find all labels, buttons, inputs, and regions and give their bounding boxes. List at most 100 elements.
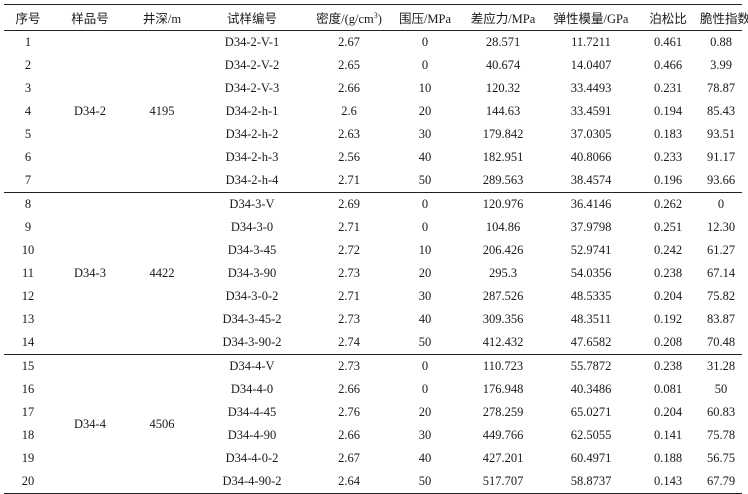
depth-cell: 4506	[128, 354, 196, 494]
header-sample: 样品号	[52, 4, 128, 31]
density-cell: 2.71	[338, 220, 360, 234]
header-index: 序号	[4, 4, 52, 31]
table-row: 5 D34-2-h-2 2.63 30 179.842 37.0305 0.183 93.51	[4, 123, 742, 146]
poisson-ratio-cell: 0.183	[653, 127, 683, 141]
density-cell: 2.71	[308, 169, 390, 193]
specimen-id-cell: D34-4-90	[227, 428, 277, 442]
differential-stress-cell: 412.432	[460, 331, 546, 355]
elastic-modulus-cell: 52.9741	[570, 243, 612, 257]
elastic-modulus-cell: 48.5335	[570, 289, 612, 303]
poisson-ratio-cell: 0.204	[653, 405, 683, 419]
differential-stress-cell: 40.674	[485, 58, 521, 72]
poisson-ratio-cell: 0.208	[636, 331, 700, 355]
sample-cell: D34-2	[52, 30, 128, 193]
specimen-id-cell: D34-2-V-3	[224, 81, 280, 95]
specimen-id-cell: D34-4-45	[227, 405, 277, 419]
differential-stress-cell: 295.3	[488, 266, 518, 280]
elastic-modulus-cell: 55.7872	[570, 359, 612, 373]
specimen-id-cell: D34-4-V	[229, 359, 275, 373]
specimen-id-cell: D34-4-0-2	[225, 451, 279, 465]
table-row: 20 D34-4-90-2 2.64 50 517.707 58.8737 0.143 67.…	[4, 470, 742, 494]
elastic-modulus-cell: 14.0407	[570, 58, 612, 72]
confining-pressure-cell: 0	[421, 197, 429, 211]
specimen-id-cell: D34-4-90-2	[196, 470, 308, 494]
elastic-modulus-cell: 37.0305	[570, 127, 612, 141]
brittleness-index-cell: 60.83	[706, 405, 736, 419]
density-cell: 2.73	[338, 266, 360, 280]
confining-pressure-cell: 30	[418, 289, 432, 303]
density-cell: 2.67	[338, 451, 360, 465]
brittleness-index-cell: 3.99	[710, 58, 732, 72]
table-row: 14 D34-3-90-2 2.74 50 412.432 47.6582 0.208 70.…	[4, 331, 742, 355]
brittleness-index-cell: 50	[714, 382, 728, 396]
specimen-id-cell: D34-3-90-2	[196, 331, 308, 355]
row-index-cell: 19	[21, 451, 35, 465]
density-cell: 2.66	[338, 81, 360, 95]
differential-stress-cell: 309.356	[482, 312, 524, 326]
brittleness-index-cell: 70.48	[700, 331, 742, 355]
density-cell: 2.66	[338, 428, 360, 442]
table-row: 13 D34-3-45-2 2.73 40 309.356 48.3511 0.192 83.…	[4, 308, 742, 331]
row-index-cell: 11	[21, 266, 35, 280]
header-specimen-id: 试样编号	[196, 4, 308, 31]
differential-stress-cell: 287.526	[482, 289, 524, 303]
header-row: 序号 样品号 井深/m 试样编号 密度/(g/cm3) 围压/MPa 差应力/M…	[4, 4, 748, 31]
poisson-ratio-cell: 0.238	[653, 266, 683, 280]
differential-stress-cell: 449.766	[482, 428, 524, 442]
confining-pressure-cell: 10	[418, 81, 432, 95]
density-cell: 2.73	[338, 359, 360, 373]
density-cell: 2.67	[338, 35, 360, 49]
differential-stress-cell: 28.571	[485, 35, 521, 49]
confining-pressure-cell: 10	[418, 243, 432, 257]
confining-pressure-cell: 40	[418, 312, 432, 326]
depth-cell: 4422	[128, 192, 196, 355]
table-row: 11 D34-3-90 2.73 20 295.3 54.0356 0.238 67.14	[4, 262, 742, 285]
elastic-modulus-cell: 37.9798	[570, 220, 612, 234]
brittleness-index-cell: 0.88	[710, 35, 732, 49]
differential-stress-cell: 176.948	[482, 382, 524, 396]
row-index-cell: 3	[24, 81, 32, 95]
table-body: 1 D34-2 4195 D34-2-V-1 2.67 0 28.571 11.7211 0.4…	[4, 30, 742, 494]
differential-stress-cell: 517.707	[460, 470, 546, 494]
differential-stress-cell: 120.32	[485, 81, 521, 95]
confining-pressure-cell: 0	[421, 220, 429, 234]
brittleness-index-cell: 67.14	[706, 266, 736, 280]
differential-stress-cell: 144.63	[485, 104, 521, 118]
confining-pressure-cell: 0	[421, 359, 429, 373]
row-index-cell: 5	[24, 127, 32, 141]
density-cell: 2.56	[338, 150, 360, 164]
density-cell: 2.63	[338, 127, 360, 141]
header-density-tail: )	[377, 12, 382, 26]
elastic-modulus-cell: 48.3511	[570, 312, 612, 326]
confining-pressure-cell: 50	[390, 169, 460, 193]
header-density-text: 密度/(g/cm	[316, 12, 374, 26]
differential-stress-cell: 427.201	[482, 451, 524, 465]
elastic-modulus-cell: 58.8737	[546, 470, 636, 494]
table-row: 4 D34-2-h-1 2.6 20 144.63 33.4591 0.194 85.43	[4, 100, 742, 123]
confining-pressure-cell: 20	[418, 104, 432, 118]
confining-pressure-cell: 0	[421, 35, 429, 49]
poisson-ratio-cell: 0.192	[653, 312, 683, 326]
row-index-cell: 18	[21, 428, 35, 442]
density-cell: 2.6	[341, 104, 357, 118]
elastic-modulus-cell: 38.4574	[546, 169, 636, 193]
differential-stress-cell: 120.976	[482, 197, 524, 211]
brittleness-index-cell: 67.79	[700, 470, 742, 494]
poisson-ratio-cell: 0.242	[653, 243, 683, 257]
poisson-ratio-cell: 0.251	[653, 220, 683, 234]
sample-cell: D34-3	[52, 192, 128, 355]
density-cell: 2.66	[338, 382, 360, 396]
brittleness-index-cell: 75.78	[706, 428, 736, 442]
row-index-cell: 15	[21, 359, 35, 373]
confining-pressure-cell: 30	[418, 127, 432, 141]
row-index-cell: 8	[24, 197, 32, 211]
brittleness-index-cell: 56.75	[706, 451, 736, 465]
poisson-ratio-cell: 0.143	[636, 470, 700, 494]
row-index-cell: 6	[24, 150, 32, 164]
confining-pressure-cell: 20	[418, 405, 432, 419]
header-depth: 井深/m	[128, 4, 196, 31]
row-index-cell: 1	[24, 35, 32, 49]
brittleness-index-cell: 85.43	[706, 104, 736, 118]
density-cell: 2.69	[338, 197, 360, 211]
poisson-ratio-cell: 0.231	[653, 81, 683, 95]
